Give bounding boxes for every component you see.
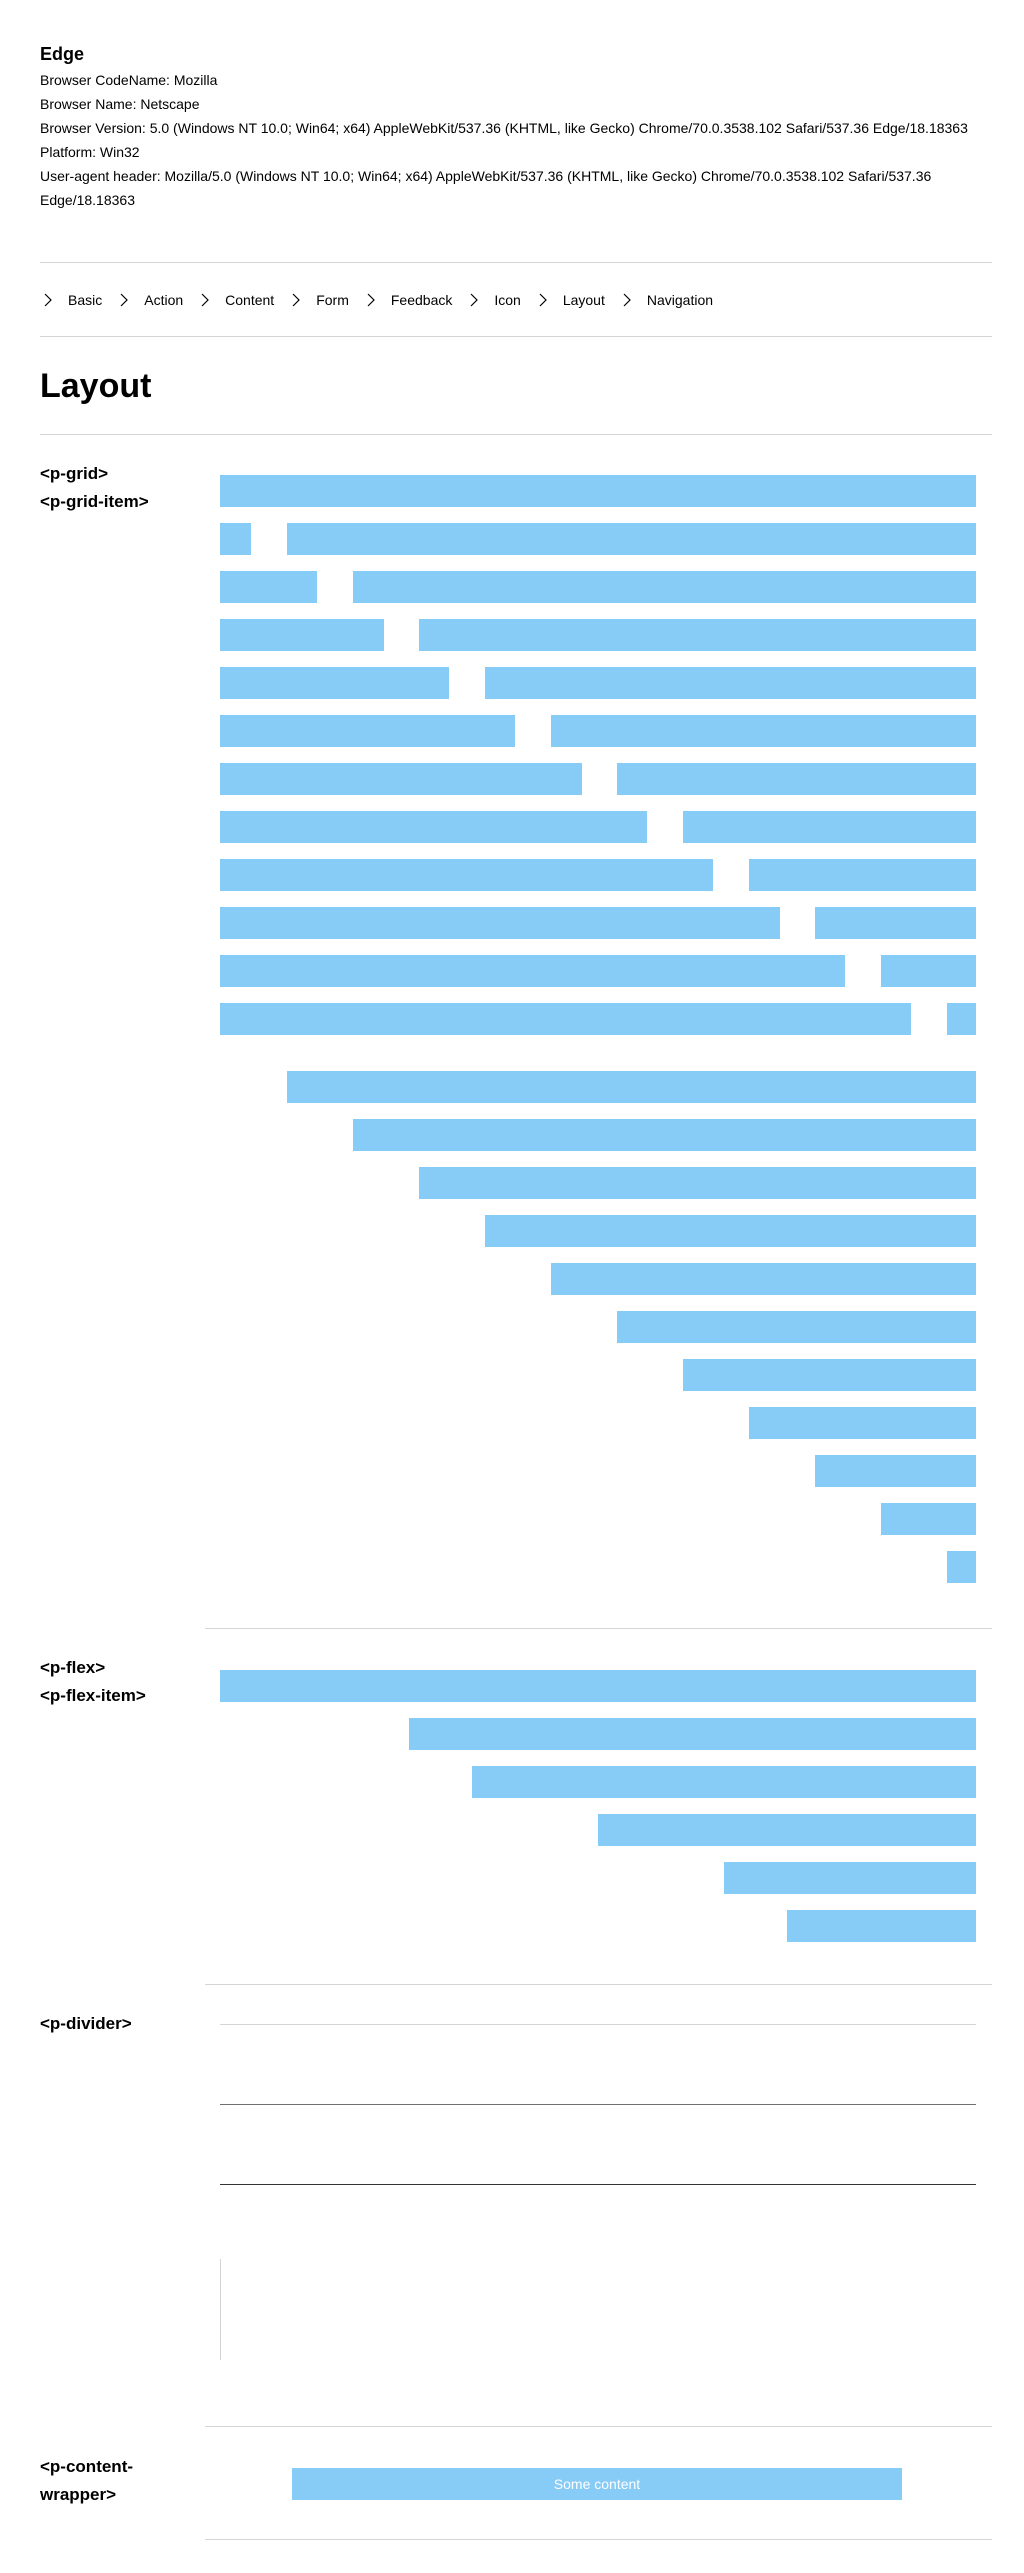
header-divider bbox=[40, 262, 992, 263]
nav-link-form[interactable]: Form bbox=[288, 292, 349, 308]
browser-info: Edge Browser CodeName: Mozilla Browser N… bbox=[40, 42, 1000, 212]
grid-item-offset-7 bbox=[683, 1359, 976, 1391]
grid-item-3 bbox=[815, 907, 976, 939]
browser-codename: Browser CodeName: Mozilla bbox=[40, 72, 218, 88]
divider-section-divider bbox=[205, 2426, 992, 2427]
divider-label: <p-divider> bbox=[40, 2014, 132, 2033]
browser-platform: Platform: Win32 bbox=[40, 144, 140, 160]
chevron-right-icon bbox=[363, 292, 379, 308]
grid-item-6 bbox=[220, 763, 582, 795]
divider-vertical bbox=[220, 2259, 221, 2360]
divider-section-label: <p-divider> bbox=[40, 2010, 132, 2038]
grid-item-offset-6 bbox=[617, 1311, 976, 1343]
chevron-right-icon bbox=[535, 292, 551, 308]
divider-light bbox=[220, 2024, 976, 2025]
grid-item-label: <p-grid-item> bbox=[40, 492, 149, 511]
nav-link-label: Form bbox=[316, 292, 349, 308]
nav-link-label: Action bbox=[144, 292, 184, 308]
title-divider bbox=[40, 434, 992, 435]
nav-link-label: Layout bbox=[562, 292, 605, 308]
content-wrapper-demo: Some content bbox=[292, 2468, 902, 2500]
grid-item-11 bbox=[220, 1003, 911, 1035]
flex-item-label: <p-flex-item> bbox=[40, 1686, 146, 1705]
nav-link-label: Icon bbox=[494, 292, 521, 308]
grid-item-6 bbox=[617, 763, 976, 795]
flex-label: <p-flex> bbox=[40, 1658, 106, 1677]
browser-version: Browser Version: 5.0 (Windows NT 10.0; W… bbox=[40, 120, 968, 136]
nav-link-content[interactable]: Content bbox=[197, 292, 274, 308]
browser-name: Browser Name: Netscape bbox=[40, 96, 200, 112]
chevron-right-icon bbox=[40, 292, 56, 308]
chevron-right-icon bbox=[466, 292, 482, 308]
grid-item-3 bbox=[220, 619, 384, 651]
grid-item-5 bbox=[683, 811, 976, 843]
grid-item-10 bbox=[353, 571, 976, 603]
grid-item-offset-8 bbox=[749, 1407, 976, 1439]
grid-item-5 bbox=[220, 715, 515, 747]
content-wrapper-section-divider bbox=[205, 2539, 992, 2540]
grid-item-12 bbox=[220, 475, 976, 507]
nav-link-label: Navigation bbox=[646, 292, 714, 308]
flex-item bbox=[472, 1766, 976, 1798]
chevron-right-icon bbox=[116, 292, 132, 308]
grid-item-2 bbox=[881, 955, 976, 987]
grid-item-1 bbox=[947, 1003, 976, 1035]
grid-section-label: <p-grid> <p-grid-item> bbox=[40, 460, 149, 516]
grid-section-divider bbox=[205, 1628, 992, 1629]
flex-item bbox=[787, 1910, 976, 1942]
nav-divider bbox=[40, 336, 992, 337]
grid-item-offset-9 bbox=[815, 1455, 976, 1487]
grid-item-offset-1 bbox=[287, 1071, 976, 1103]
page-title: Layout bbox=[40, 367, 152, 405]
grid-item-offset-5 bbox=[551, 1263, 976, 1295]
grid-item-offset-4 bbox=[485, 1215, 976, 1247]
grid-item-7 bbox=[551, 715, 976, 747]
flex-item bbox=[409, 1718, 976, 1750]
user-agent-header: User-agent header: Mozilla/5.0 (Windows … bbox=[40, 168, 932, 208]
browser-info-title: Edge bbox=[40, 44, 85, 64]
grid-label: <p-grid> bbox=[40, 464, 109, 483]
flex-section-divider bbox=[205, 1984, 992, 1985]
flex-item bbox=[220, 1670, 976, 1702]
grid-item-8 bbox=[220, 859, 713, 891]
flex-item bbox=[598, 1814, 976, 1846]
nav-link-label: Content bbox=[225, 292, 275, 308]
grid-item-11 bbox=[287, 523, 976, 555]
grid-item-4 bbox=[220, 667, 449, 699]
divider-medium bbox=[220, 2104, 976, 2105]
content-wrapper-label: <p-content-wrapper> bbox=[40, 2457, 134, 2504]
grid-item-offset-10 bbox=[881, 1503, 976, 1535]
grid-item-9 bbox=[220, 907, 780, 939]
grid-item-offset-2 bbox=[353, 1119, 976, 1151]
content-wrapper-section-label: <p-content-wrapper> bbox=[40, 2453, 180, 2509]
nav-link-feedback[interactable]: Feedback bbox=[363, 292, 452, 308]
chevron-right-icon bbox=[288, 292, 304, 308]
grid-item-4 bbox=[749, 859, 976, 891]
flex-section-label: <p-flex> <p-flex-item> bbox=[40, 1654, 146, 1710]
grid-item-8 bbox=[485, 667, 976, 699]
chevron-right-icon bbox=[197, 292, 213, 308]
grid-item-1 bbox=[220, 523, 251, 555]
component-nav: Basic Action Content Form Feedback Icon … bbox=[40, 286, 727, 314]
nav-link-basic[interactable]: Basic bbox=[40, 292, 102, 308]
divider-dark bbox=[220, 2184, 976, 2185]
grid-item-2 bbox=[220, 571, 317, 603]
grid-item-offset-3 bbox=[419, 1167, 976, 1199]
nav-link-layout[interactable]: Layout bbox=[535, 292, 605, 308]
nav-link-label: Basic bbox=[68, 292, 103, 308]
chevron-right-icon bbox=[619, 292, 635, 308]
nav-link-action[interactable]: Action bbox=[116, 292, 183, 308]
grid-item-7 bbox=[220, 811, 647, 843]
nav-link-icon[interactable]: Icon bbox=[466, 292, 521, 308]
grid-item-9 bbox=[419, 619, 976, 651]
flex-item bbox=[724, 1862, 976, 1894]
nav-link-label: Feedback bbox=[390, 292, 453, 308]
grid-item-offset-11 bbox=[947, 1551, 976, 1583]
nav-link-navigation[interactable]: Navigation bbox=[619, 292, 713, 308]
grid-item-10 bbox=[220, 955, 845, 987]
